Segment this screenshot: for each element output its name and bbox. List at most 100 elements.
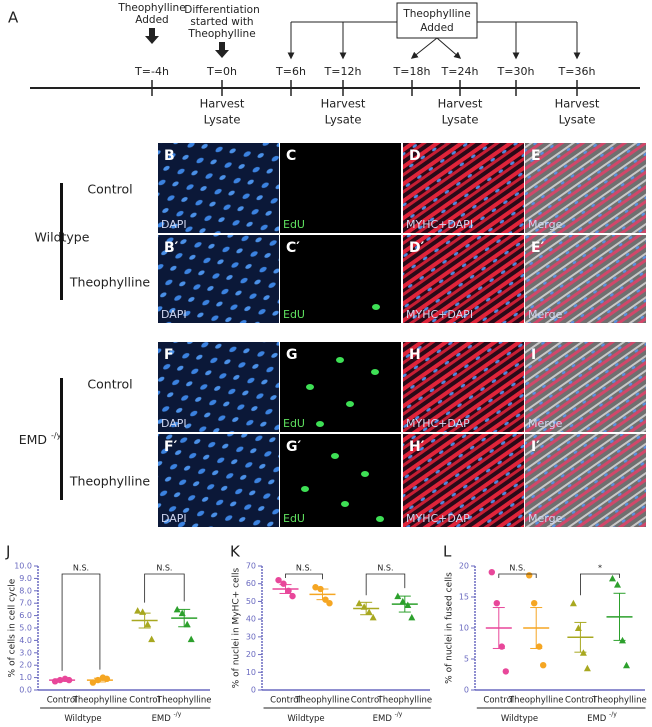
row-label: Theophylline: [69, 474, 150, 489]
arrow: [410, 37, 438, 59]
edu-spot: [372, 304, 380, 310]
note: Theophylline: [117, 2, 185, 14]
x-tick-label: Theophylline: [508, 696, 564, 706]
panel-letter: G′: [286, 439, 301, 455]
micrograph: [158, 434, 279, 527]
panel-letter: C: [286, 148, 296, 164]
edu-spot: [301, 486, 309, 492]
x-tick-label: Theophylline: [294, 696, 350, 706]
arrow: [215, 42, 229, 58]
point: [623, 661, 630, 669]
point: [187, 635, 195, 643]
group-bar: [60, 183, 63, 300]
note: started with: [190, 16, 253, 28]
micrograph: [525, 434, 646, 527]
stain-label: EdU: [283, 218, 305, 231]
time-label: T=0h: [206, 65, 237, 78]
stain-label: EdU: [283, 308, 305, 321]
stain-label: EdU: [283, 417, 305, 430]
point: [289, 592, 296, 600]
y-tick-label: 0.0: [19, 686, 32, 695]
x-tick-label: Theophylline: [591, 696, 647, 706]
panel-letter: H′: [409, 439, 425, 455]
panel-letter: E′: [531, 240, 545, 256]
point: [326, 600, 333, 607]
point: [540, 662, 547, 669]
y-tick-label: 40: [246, 615, 256, 624]
panel-letter: E: [531, 148, 541, 164]
y-axis-title: % of nuclei in MyHC+ cells: [232, 567, 242, 688]
group-label: Wildtype: [64, 714, 101, 724]
panel-letter: I: [531, 347, 536, 363]
harvest-label: Lysate: [442, 113, 479, 127]
point: [408, 613, 416, 621]
group-label: EMD -/y: [152, 711, 182, 724]
significance-label: N.S.: [296, 564, 312, 573]
point: [531, 600, 538, 607]
stain-label: MYHC+DAP: [406, 417, 470, 430]
significance-label: N.S.: [73, 564, 89, 573]
time-label: T=6h: [275, 65, 306, 78]
point: [355, 599, 363, 607]
point: [89, 679, 97, 686]
y-tick-label: 7.0: [19, 599, 32, 608]
group-label-sup: -/y: [174, 711, 182, 718]
stain-label: DAPI: [161, 218, 187, 231]
y-tick-label: 3.0: [19, 648, 32, 657]
arrow: [145, 28, 159, 44]
edu-spot: [346, 401, 354, 407]
harvest-label: Harvest: [200, 97, 245, 111]
stain-label: MYHC+DAP: [406, 512, 470, 525]
time-label: T=36h: [558, 65, 596, 78]
group-label-sup: -/y: [395, 711, 403, 718]
y-tick-label: 30: [246, 632, 256, 641]
point: [173, 605, 181, 613]
point: [488, 569, 495, 576]
micrograph: [158, 235, 279, 323]
y-tick-label: 20: [246, 650, 256, 659]
x-tick-label: Control: [129, 696, 160, 706]
x-tick-label: Control: [351, 696, 382, 706]
significance-bracket: [285, 573, 323, 580]
edu-spot: [341, 501, 349, 507]
stain-label: Merge: [528, 308, 563, 321]
significance-bracket: [365, 573, 406, 596]
point: [569, 599, 577, 607]
micrograph: [525, 143, 646, 233]
y-tick-label: 10: [246, 668, 256, 677]
point: [369, 613, 377, 621]
time-label: T=12h: [324, 65, 362, 78]
edu-spot: [336, 357, 344, 363]
harvest-label: Lysate: [559, 113, 596, 127]
y-tick-label: 50: [246, 597, 256, 606]
stain-label: MYHC+DAPI: [406, 218, 473, 231]
edu-spot: [306, 384, 314, 390]
stain-label: Merge: [528, 218, 563, 231]
micrograph: [403, 143, 524, 233]
panel-letter: L: [443, 543, 452, 561]
micrograph: [280, 342, 401, 432]
point: [365, 608, 373, 616]
time-label: T=-4h: [134, 65, 169, 78]
panel-letter: J: [5, 543, 10, 561]
panel-letter: B: [164, 148, 175, 164]
point: [148, 635, 156, 643]
panel-letter: D: [409, 148, 421, 164]
panel-letter: D′: [409, 240, 425, 256]
edu-spot: [371, 369, 379, 375]
group-label-main: EMD: [19, 432, 51, 447]
stain-label: Merge: [528, 417, 563, 430]
panel-letter: G: [286, 347, 298, 363]
panel-letter: K: [230, 543, 241, 561]
y-tick-label: 20: [459, 562, 469, 571]
y-axis-title: % of nuclei in fused cells: [445, 572, 455, 684]
micrograph: [403, 434, 524, 527]
micrograph: [158, 143, 279, 233]
y-axis-title: % of cells in cell cycle: [8, 578, 18, 677]
timeline: [30, 2, 640, 89]
edu-spot: [331, 453, 339, 459]
point: [526, 572, 533, 579]
y-tick-label: 5: [464, 655, 469, 664]
y-tick-label: 60: [246, 579, 256, 588]
y-tick-label: 10.0: [14, 562, 32, 571]
